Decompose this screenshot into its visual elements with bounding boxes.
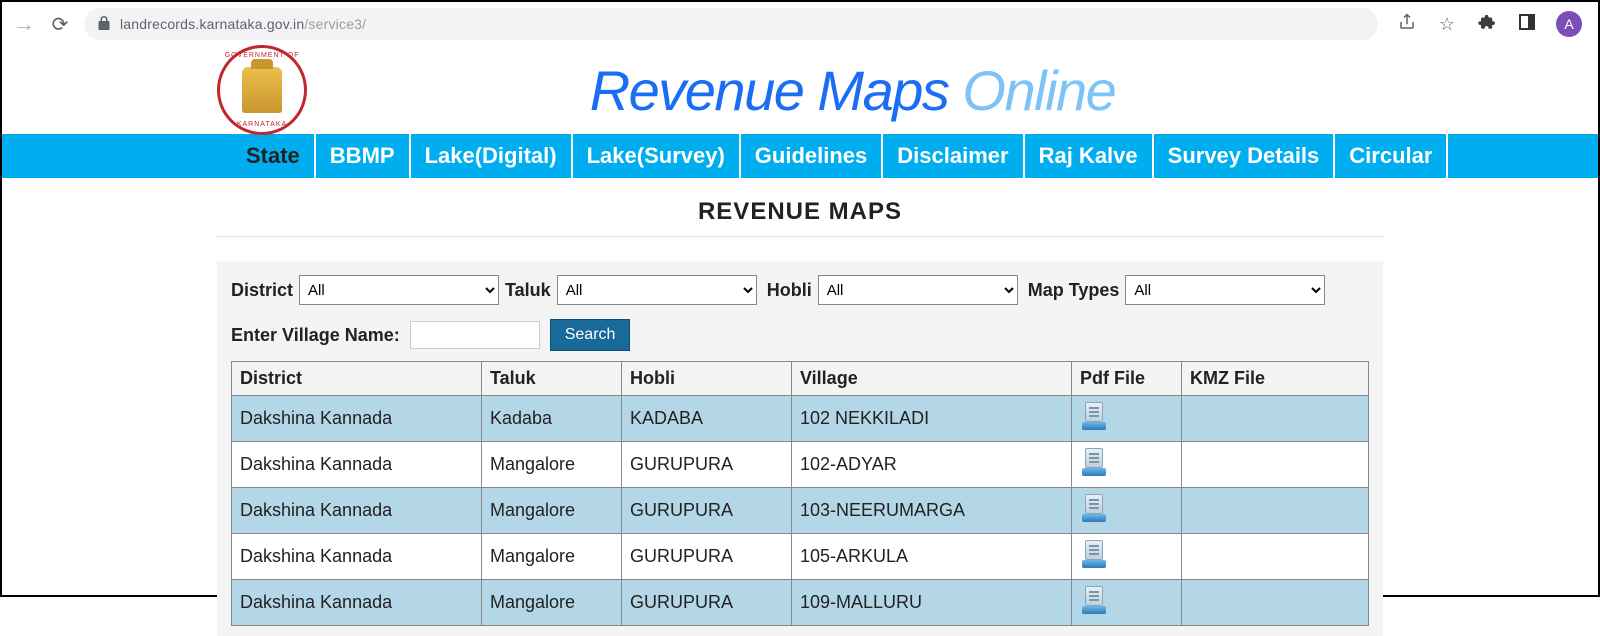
reload-button[interactable]: ⟳ (48, 12, 72, 37)
column-header: Pdf File (1072, 362, 1182, 396)
table-cell: KADABA (622, 396, 792, 442)
page-content: REVENUE MAPS District All Taluk All Hobl… (2, 178, 1598, 636)
nav-item-circular[interactable]: Circular (1335, 134, 1448, 178)
table-cell: Dakshina Kannada (232, 396, 482, 442)
title-divider (217, 236, 1383, 237)
page-title: REVENUE MAPS (217, 198, 1383, 226)
table-cell: Kadaba (482, 396, 622, 442)
table-row: Dakshina KannadaMangaloreGURUPURA103-NEE… (232, 488, 1369, 534)
table-cell: Mangalore (482, 488, 622, 534)
bookmark-star-icon[interactable]: ☆ (1436, 14, 1458, 35)
hobli-label: Hobli (767, 280, 812, 301)
kmz-cell (1182, 396, 1369, 442)
lock-icon (98, 16, 110, 33)
download-pdf-icon[interactable] (1080, 540, 1108, 568)
table-row: Dakshina KannadaMangaloreGURUPURA105-ARK… (232, 534, 1369, 580)
nav-item-survey-details[interactable]: Survey Details (1154, 134, 1336, 178)
pdf-cell (1072, 396, 1182, 442)
nav-item-disclaimer[interactable]: Disclaimer (883, 134, 1024, 178)
seal-text-bottom: KARNATAKA (220, 121, 304, 128)
search-row: Enter Village Name: Search (231, 319, 1369, 351)
address-bar[interactable]: landrecords.karnataka.gov.in/service3/ (84, 8, 1378, 40)
table-cell: GURUPURA (622, 442, 792, 488)
table-cell: GURUPURA (622, 534, 792, 580)
pdf-cell (1072, 442, 1182, 488)
table-cell: Dakshina Kannada (232, 580, 482, 626)
download-pdf-icon[interactable] (1080, 402, 1108, 430)
site-banner: GOVERNMENT OF KARNATAKA Revenue Maps Onl… (2, 46, 1598, 134)
maptypes-label: Map Types (1028, 280, 1120, 301)
browser-toolbar: → ⟳ landrecords.karnataka.gov.in/service… (2, 2, 1598, 46)
search-button[interactable]: Search (550, 319, 631, 351)
profile-avatar[interactable]: A (1556, 11, 1582, 37)
village-name-label: Enter Village Name: (231, 325, 400, 346)
table-row: Dakshina KannadaMangaloreGURUPURA109-MAL… (232, 580, 1369, 626)
kmz-cell (1182, 534, 1369, 580)
nav-item-lake-digital-[interactable]: Lake(Digital) (411, 134, 573, 178)
table-row: Dakshina KannadaKadabaKADABA102 NEKKILAD… (232, 396, 1369, 442)
main-nav: StateBBMPLake(Digital)Lake(Survey)Guidel… (2, 134, 1598, 178)
table-cell: 109-MALLURU (792, 580, 1072, 626)
nav-item-bbmp[interactable]: BBMP (316, 134, 411, 178)
table-cell: 103-NEERUMARGA (792, 488, 1072, 534)
table-cell: Dakshina Kannada (232, 534, 482, 580)
table-cell: Mangalore (482, 534, 622, 580)
download-pdf-icon[interactable] (1080, 494, 1108, 522)
column-header: Hobli (622, 362, 792, 396)
nav-item-state[interactable]: State (232, 134, 316, 178)
table-cell: Dakshina Kannada (232, 442, 482, 488)
hobli-select[interactable]: All (818, 275, 1018, 305)
pdf-cell (1072, 580, 1182, 626)
pdf-cell (1072, 488, 1182, 534)
nav-item-raj-kalve[interactable]: Raj Kalve (1025, 134, 1154, 178)
filter-row: District All Taluk All Hobli All Map Typ… (231, 275, 1369, 305)
govt-seal-logo: GOVERNMENT OF KARNATAKA (217, 45, 307, 135)
maptypes-select[interactable]: All (1125, 275, 1325, 305)
table-cell: Mangalore (482, 442, 622, 488)
download-pdf-icon[interactable] (1080, 586, 1108, 614)
forward-button[interactable]: → (12, 11, 36, 37)
column-header: Village (792, 362, 1072, 396)
share-icon[interactable] (1396, 13, 1418, 36)
table-cell: Dakshina Kannada (232, 488, 482, 534)
column-header: Taluk (482, 362, 622, 396)
kmz-cell (1182, 442, 1369, 488)
pdf-cell (1072, 534, 1182, 580)
side-panel-icon[interactable] (1516, 14, 1538, 35)
table-cell: Mangalore (482, 580, 622, 626)
column-header: District (232, 362, 482, 396)
site-title: Revenue Maps Online (307, 58, 1598, 123)
table-cell: 105-ARKULA (792, 534, 1072, 580)
table-cell: GURUPURA (622, 488, 792, 534)
nav-item-guidelines[interactable]: Guidelines (741, 134, 883, 178)
results-table: DistrictTalukHobliVillagePdf FileKMZ Fil… (231, 361, 1369, 626)
table-row: Dakshina KannadaMangaloreGURUPURA102-ADY… (232, 442, 1369, 488)
district-select[interactable]: All (299, 275, 499, 305)
table-cell: 102 NEKKILADI (792, 396, 1072, 442)
taluk-select[interactable]: All (557, 275, 757, 305)
kmz-cell (1182, 488, 1369, 534)
district-label: District (231, 280, 293, 301)
download-pdf-icon[interactable] (1080, 448, 1108, 476)
column-header: KMZ File (1182, 362, 1369, 396)
village-name-input[interactable] (410, 321, 540, 349)
taluk-label: Taluk (505, 280, 551, 301)
seal-text-top: GOVERNMENT OF (220, 52, 304, 59)
extensions-icon[interactable] (1476, 13, 1498, 36)
browser-actions: ☆ A (1390, 11, 1588, 37)
url-text: landrecords.karnataka.gov.in/service3/ (120, 16, 366, 32)
table-cell: GURUPURA (622, 580, 792, 626)
kmz-cell (1182, 580, 1369, 626)
nav-item-lake-survey-[interactable]: Lake(Survey) (573, 134, 741, 178)
filter-panel: District All Taluk All Hobli All Map Typ… (217, 261, 1383, 636)
table-cell: 102-ADYAR (792, 442, 1072, 488)
